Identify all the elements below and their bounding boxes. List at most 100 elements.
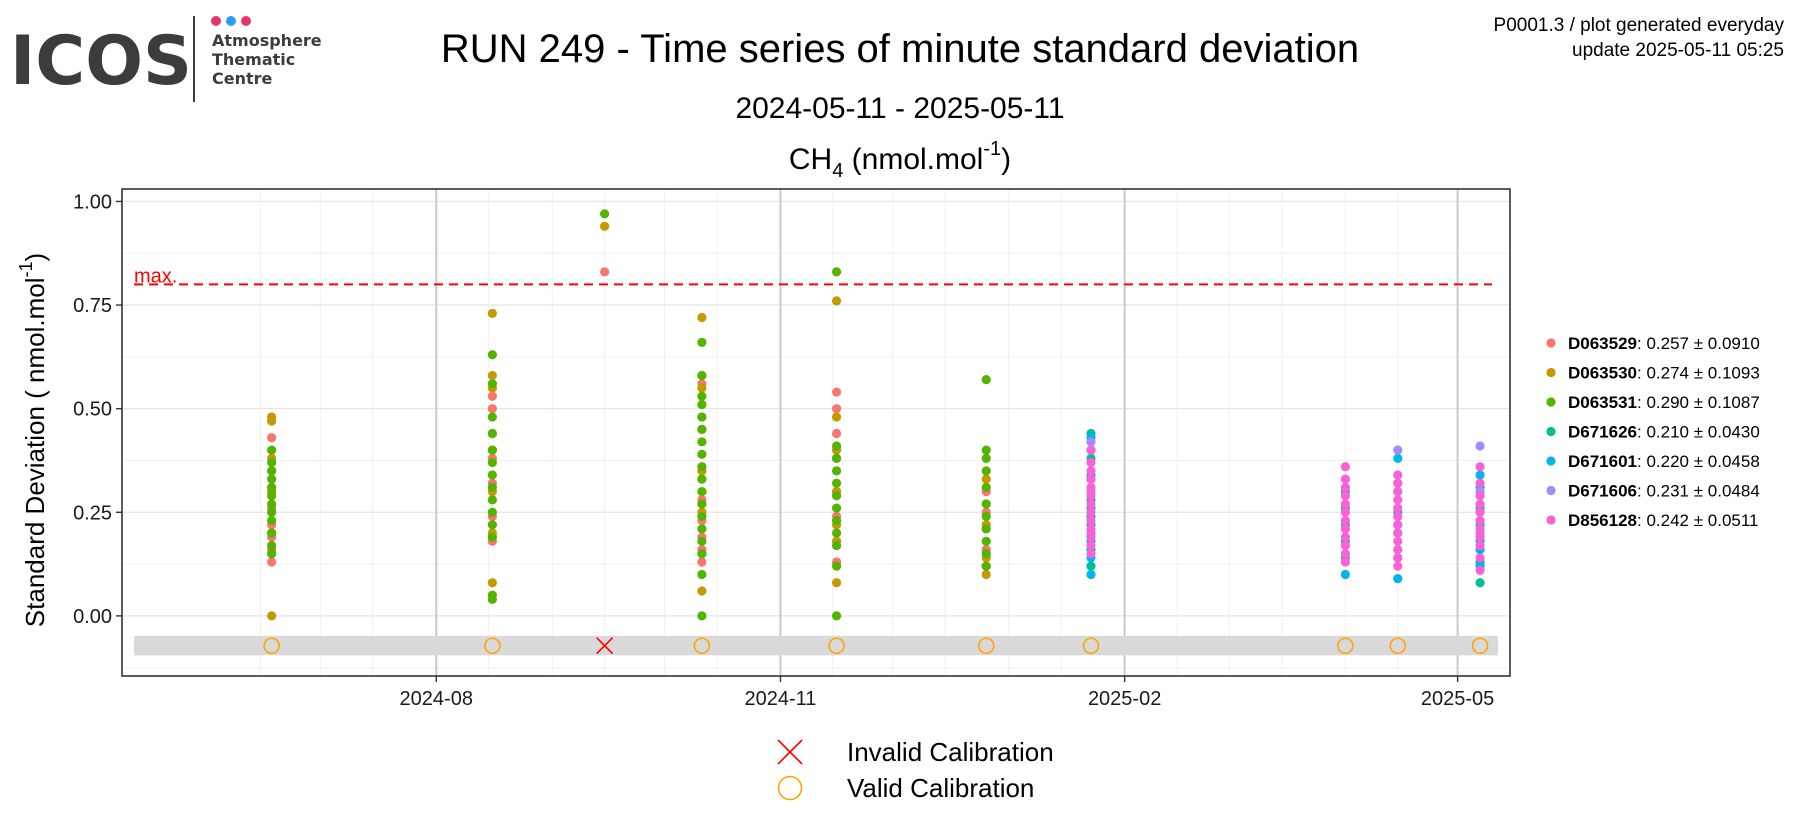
species-label: CH4 (nmol.mol-1) — [789, 138, 1011, 182]
data-point — [487, 350, 497, 360]
legend-swatch — [1546, 456, 1556, 466]
data-point — [1475, 478, 1485, 488]
series-D856128 — [1086, 445, 1485, 575]
series-D063530 — [267, 221, 991, 621]
x-tick-label: 2025-02 — [1088, 688, 1161, 710]
data-point — [267, 540, 277, 551]
data-point — [831, 578, 842, 588]
data-point — [1340, 532, 1350, 542]
data-point — [1086, 482, 1096, 493]
data-point — [487, 370, 497, 381]
data-point — [697, 474, 707, 484]
y-label-main: Standard Deviation ( nmol.mol — [20, 277, 50, 627]
data-point — [487, 482, 497, 493]
data-point — [1393, 470, 1403, 480]
data-point — [1086, 491, 1096, 501]
valid-calibration-marker — [828, 637, 845, 655]
data-point — [831, 478, 842, 488]
data-point — [697, 370, 707, 381]
x-tick-label: 2024-08 — [400, 688, 473, 710]
data-point — [831, 528, 842, 538]
data-point — [697, 437, 707, 447]
x-tick-label: 2025-05 — [1421, 688, 1494, 710]
data-point — [1340, 462, 1350, 472]
data-point — [831, 466, 842, 476]
data-point — [267, 549, 277, 559]
data-point — [697, 449, 707, 459]
y-axis-label: Standard Deviation ( nmol.mol-1) — [16, 253, 50, 627]
data-point — [1475, 462, 1485, 472]
plot-border — [121, 188, 1511, 677]
data-point — [487, 445, 497, 455]
data-point — [981, 549, 991, 559]
calibration-band — [134, 635, 1498, 656]
data-point — [267, 528, 277, 538]
species-exp: -1 — [983, 138, 1001, 160]
data-point — [1393, 574, 1403, 584]
data-point — [697, 549, 707, 559]
data-point — [1393, 445, 1403, 455]
logo-dot-3 — [241, 16, 251, 26]
data-point — [831, 491, 842, 501]
data-point — [697, 486, 707, 497]
data-point — [831, 611, 842, 621]
y-tick-label: 0.75 — [73, 295, 112, 317]
valid-calibration-marker — [263, 637, 280, 655]
data-point — [1475, 441, 1485, 451]
data-point — [1393, 453, 1403, 464]
valid-calibration-marker — [1337, 637, 1354, 655]
data-point — [981, 474, 991, 484]
valid-calibration-marker — [484, 637, 501, 655]
calibration-legend-invalid: Invalid Calibration — [777, 737, 1054, 767]
data-point — [831, 503, 842, 513]
legend-swatch — [1546, 426, 1556, 437]
plot-area: max. 0.00 0.25 0.50 0.75 1.00 2024-08 2024-11 20… — [73, 188, 1511, 710]
data-point — [981, 499, 991, 509]
y-tick-label: 0.50 — [73, 399, 112, 421]
data-point — [1393, 561, 1403, 571]
legend-swatch — [1546, 485, 1556, 496]
calibration-legend-label: Invalid Calibration — [847, 737, 1054, 767]
data-point — [487, 412, 497, 422]
legend-swatch — [1546, 515, 1556, 525]
data-point — [981, 453, 991, 464]
data-point — [487, 507, 497, 517]
page-title: RUN 249 - Time series of minute standard… — [441, 27, 1359, 71]
data-point — [697, 312, 707, 323]
data-point — [697, 536, 707, 546]
data-point — [697, 586, 707, 596]
legend-cross-icon — [777, 739, 803, 765]
data-point — [1086, 445, 1096, 455]
calibration-legend-label: Valid Calibration — [847, 773, 1034, 803]
data-point — [487, 470, 497, 480]
data-point — [1393, 503, 1403, 513]
data-point — [831, 404, 842, 414]
logo-dot-2 — [226, 16, 236, 26]
logo-dot-1 — [211, 16, 221, 26]
data-point — [487, 590, 497, 600]
data-point — [1086, 457, 1096, 468]
data-point — [487, 308, 497, 318]
data-point — [1086, 561, 1096, 571]
legend-item-D063531: D063531: 0.290 ± 0.1087 — [1546, 393, 1760, 412]
cross-stroke — [596, 637, 614, 655]
legend-item-D063530: D063530: 0.274 ± 0.1093 — [1546, 364, 1760, 383]
data-point — [1086, 524, 1096, 534]
data-point — [981, 445, 991, 455]
icos-logo: ICOS Atmosphere Thematic Centre — [10, 16, 322, 102]
legend-label: D671606: 0.231 ± 0.0484 — [1568, 482, 1760, 501]
data-point — [697, 337, 707, 347]
legend-swatch — [1546, 367, 1556, 378]
data-point — [487, 457, 497, 468]
series-D671601 — [1086, 433, 1485, 584]
data-point — [981, 524, 991, 534]
data-point — [981, 561, 991, 571]
data-point — [697, 391, 707, 401]
legend-label: D856128: 0.242 ± 0.0511 — [1568, 511, 1759, 530]
valid-calibration-marker — [1471, 637, 1489, 655]
legend-item-D671601: D671601: 0.220 ± 0.0458 — [1546, 452, 1760, 471]
data-point — [1086, 532, 1096, 542]
valid-calibration-marker — [1082, 637, 1100, 655]
valid-calibration-marker — [693, 637, 711, 655]
data-point — [487, 578, 497, 588]
